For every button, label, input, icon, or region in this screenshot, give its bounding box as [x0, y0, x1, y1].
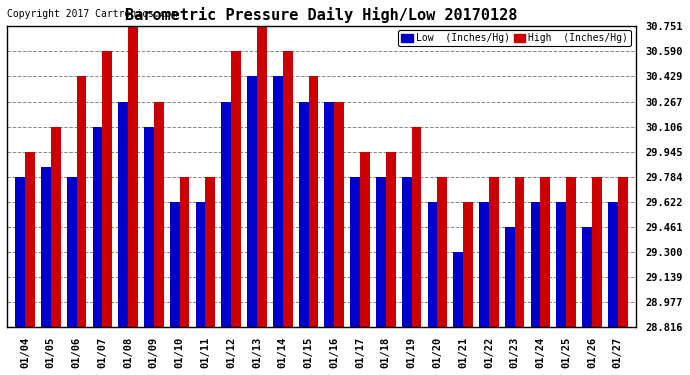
Bar: [618, 177, 628, 327]
Bar: [505, 227, 515, 327]
Bar: [170, 202, 179, 327]
Bar: [582, 227, 592, 327]
Bar: [77, 76, 86, 327]
Bar: [195, 202, 206, 327]
Bar: [257, 26, 267, 327]
Bar: [479, 202, 489, 327]
Bar: [102, 51, 112, 327]
Bar: [453, 252, 463, 327]
Bar: [221, 102, 231, 327]
Bar: [206, 177, 215, 327]
Bar: [592, 177, 602, 327]
Text: Copyright 2017 Cartronics.com: Copyright 2017 Cartronics.com: [7, 9, 177, 20]
Bar: [283, 51, 293, 327]
Bar: [360, 152, 370, 327]
Bar: [334, 102, 344, 327]
Bar: [463, 202, 473, 327]
Bar: [299, 102, 308, 327]
Bar: [540, 177, 550, 327]
Title: Barometric Pressure Daily High/Low 20170128: Barometric Pressure Daily High/Low 20170…: [125, 7, 518, 23]
Bar: [179, 177, 190, 327]
Bar: [92, 126, 102, 327]
Bar: [231, 51, 241, 327]
Bar: [515, 177, 524, 327]
Bar: [437, 177, 447, 327]
Bar: [25, 152, 34, 327]
Bar: [402, 177, 412, 327]
Bar: [428, 202, 437, 327]
Bar: [247, 76, 257, 327]
Bar: [386, 152, 395, 327]
Bar: [154, 102, 164, 327]
Bar: [144, 126, 154, 327]
Legend: Low  (Inches/Hg), High  (Inches/Hg): Low (Inches/Hg), High (Inches/Hg): [398, 30, 631, 46]
Bar: [531, 202, 540, 327]
Bar: [41, 167, 51, 327]
Bar: [67, 177, 77, 327]
Bar: [308, 76, 318, 327]
Bar: [376, 177, 386, 327]
Bar: [118, 102, 128, 327]
Bar: [128, 26, 138, 327]
Bar: [15, 177, 25, 327]
Bar: [51, 126, 61, 327]
Bar: [608, 202, 618, 327]
Bar: [566, 177, 576, 327]
Bar: [351, 177, 360, 327]
Bar: [412, 126, 422, 327]
Bar: [489, 177, 499, 327]
Bar: [273, 76, 283, 327]
Bar: [556, 202, 566, 327]
Bar: [324, 102, 334, 327]
